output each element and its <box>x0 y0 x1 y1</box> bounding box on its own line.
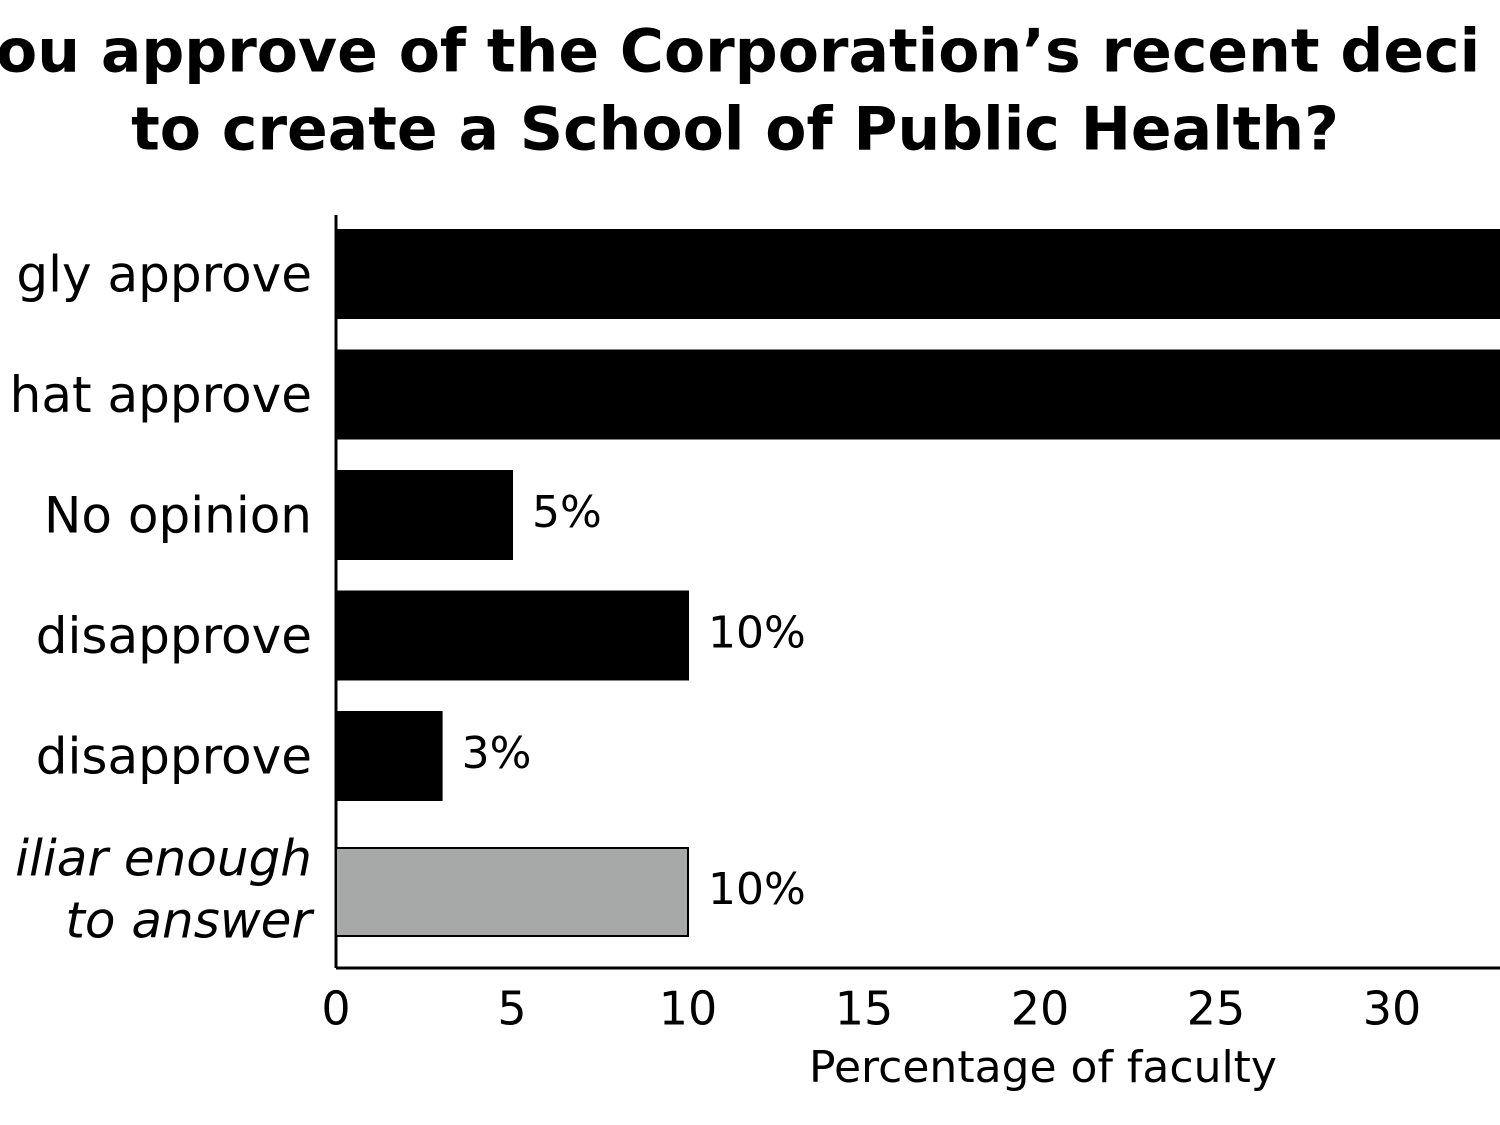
bar <box>335 349 1500 440</box>
value-label: 10% <box>708 608 806 659</box>
value-label: 10% <box>708 864 806 915</box>
category-label: disapprove <box>36 728 312 786</box>
category-label: disapprove <box>36 607 312 665</box>
chart-title: to create a School of Public Health? <box>131 95 1339 165</box>
bar <box>335 470 513 560</box>
x-tick-label: 20 <box>1011 982 1070 1036</box>
x-tick-label: 25 <box>1187 982 1246 1036</box>
chart-title: ou approve of the Corporation’s recent d… <box>0 17 1480 87</box>
bar <box>335 711 443 801</box>
category-label: iliar enough <box>15 830 312 888</box>
category-label: to answer <box>65 892 315 950</box>
value-label: 3% <box>462 728 532 779</box>
x-axis-label: Percentage of faculty <box>809 1042 1277 1093</box>
value-label: 5% <box>532 487 602 538</box>
x-tick-label: 15 <box>835 982 894 1036</box>
x-tick-label: 30 <box>1363 982 1422 1036</box>
x-tick-label: 0 <box>321 982 350 1036</box>
category-label: hat approve <box>10 366 312 424</box>
bar <box>335 847 689 937</box>
x-tick-label: 5 <box>497 982 526 1036</box>
bar <box>335 229 1500 319</box>
category-label: gly approve <box>16 246 312 304</box>
x-tick-label: 10 <box>659 982 718 1036</box>
bar <box>335 590 689 681</box>
category-label: No opinion <box>44 487 312 545</box>
